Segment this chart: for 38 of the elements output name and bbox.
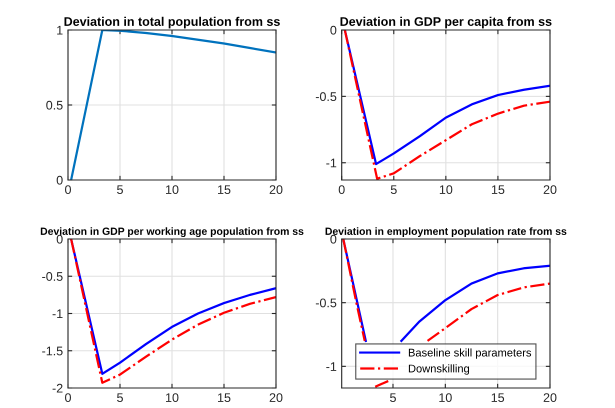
x-tick-label: 10: [166, 393, 178, 402]
y-tick-label: -0.5: [316, 298, 336, 308]
legend-label: Baseline skill parameters: [408, 348, 532, 359]
y-tick-label: 1: [57, 26, 63, 35]
chart-title: Deviation in GDP per capita from ss: [340, 16, 552, 28]
y-tick-label: 0.5: [46, 100, 63, 110]
x-tick-label: 20: [544, 185, 556, 194]
x-tick-label: 15: [492, 185, 504, 194]
legend-label: Downskilling: [408, 364, 470, 375]
y-tick-label: -1.5: [42, 346, 63, 356]
y-tick-label: -1: [52, 309, 63, 318]
x-tick-label: 20: [270, 185, 282, 194]
x-tick-label: 0: [65, 185, 71, 194]
y-tick-label: 0: [330, 26, 336, 35]
y-tick-label: -1: [326, 158, 336, 168]
y-tick-label: -1: [326, 362, 336, 371]
x-tick-label: 0: [65, 393, 71, 402]
x-tick-label: 20: [544, 393, 556, 402]
x-tick-label: 5: [390, 393, 396, 402]
x-tick-label: 10: [440, 185, 452, 194]
x-tick-label: 10: [439, 393, 452, 402]
x-tick-label: 20: [270, 393, 282, 402]
x-tick-label: 5: [117, 185, 123, 194]
x-tick-label: 15: [218, 185, 230, 194]
x-tick-label: 15: [218, 393, 230, 402]
x-tick-label: 10: [166, 185, 178, 194]
y-tick-label: 0: [56, 234, 63, 244]
y-tick-label: 0: [330, 234, 336, 244]
x-tick-label: 5: [390, 185, 397, 194]
x-tick-label: 15: [492, 393, 504, 402]
y-tick-label: -0.5: [42, 272, 63, 281]
x-tick-label: 5: [117, 393, 123, 402]
x-tick-label: 0: [338, 185, 345, 194]
y-tick-label: 0: [56, 176, 63, 185]
line-series: [70, 30, 276, 180]
y-tick-label: -2: [52, 384, 63, 393]
chart-title: Deviation in total population from ss: [64, 16, 280, 28]
y-tick-label: -0.5: [316, 92, 336, 102]
